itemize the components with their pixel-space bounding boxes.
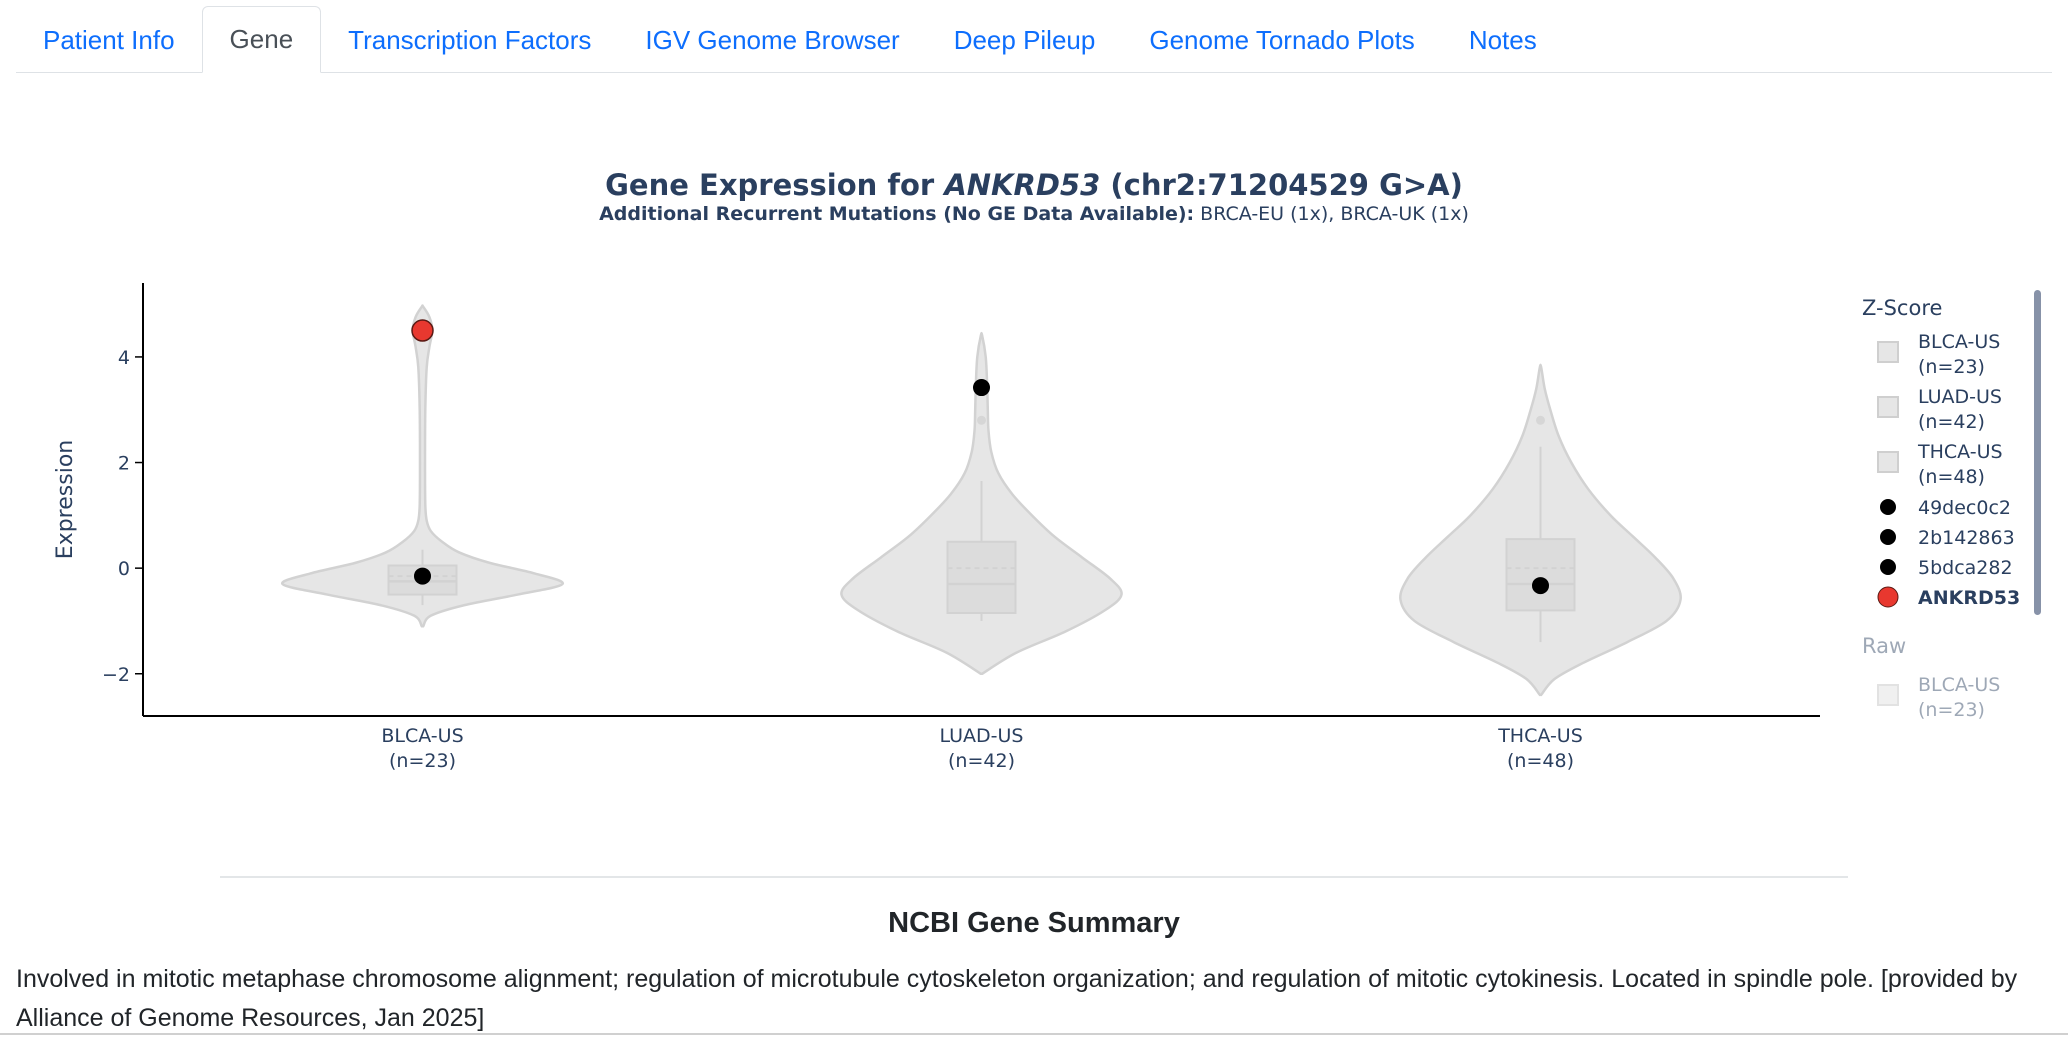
tab-gene[interactable]: Gene <box>201 6 322 73</box>
legend-label: LUAD-US <box>1918 386 2002 408</box>
x-tick-label: LUAD-US <box>940 725 1024 747</box>
legend-scrollbar[interactable] <box>2034 290 2041 615</box>
point-2b142863 <box>973 379 990 397</box>
legend-box-swatch <box>1877 684 1899 706</box>
section-divider <box>220 876 1848 878</box>
chart-title-gene: ANKRD53 <box>942 168 1100 202</box>
legend-dot-swatch <box>1880 529 1896 545</box>
legend-label: THCA-US <box>1917 441 2003 463</box>
legend-label: (n=23) <box>1918 699 1985 721</box>
x-tick-label: THCA-US <box>1497 725 1583 747</box>
y-tick-label: −2 <box>102 664 130 686</box>
y-tick-label: 0 <box>118 558 130 580</box>
chart-title-suffix: (chr2:71204529 G>A) <box>1100 168 1463 202</box>
legend-title: Z-Score <box>1862 296 1942 320</box>
legend-label: (n=42) <box>1918 411 1985 433</box>
chart-subtitle-bold: Additional Recurrent Mutations (No GE Da… <box>599 203 1194 225</box>
legend-label: 49dec0c2 <box>1918 497 2011 519</box>
legend-label: (n=48) <box>1918 466 1985 488</box>
summary-text: Involved in mitotic metaphase chromosome… <box>16 965 2018 1032</box>
violin-blca-us <box>281 304 564 628</box>
tab-transcription-factors[interactable]: Transcription Factors <box>348 25 592 55</box>
chart-subtitle-rest: BRCA-EU (1x), BRCA-UK (1x) <box>1194 203 1469 225</box>
point-ankrd53 <box>411 319 434 342</box>
legend-label: BLCA-US <box>1918 674 2000 696</box>
legend-box-swatch <box>1877 396 1899 418</box>
violin-luad-us <box>840 331 1123 676</box>
legend-label: 2b142863 <box>1918 527 2015 549</box>
gene-expression-chart: Gene Expression for ANKRD53 (chr2:712045… <box>53 168 2041 772</box>
point-5bdca282 <box>1532 577 1549 595</box>
violin-outlier <box>977 415 986 425</box>
legend-label: ANKRD53 <box>1918 587 2020 609</box>
chart-subtitle: Additional Recurrent Mutations (No GE Da… <box>599 203 1469 225</box>
violin-shape <box>281 304 564 628</box>
summary-title: NCBI Gene Summary <box>888 907 1180 939</box>
x-tick-count: (n=42) <box>948 750 1015 772</box>
y-axis-title: Expression <box>53 440 78 559</box>
legend-box-swatch <box>1877 341 1899 363</box>
y-tick-label: 2 <box>118 453 130 475</box>
tab-bar: Patient Info Gene Transcription Factors IGV… <box>16 0 2052 73</box>
chart-title: Gene Expression for ANKRD53 (chr2:712045… <box>605 168 1463 202</box>
x-tick-count: (n=48) <box>1507 750 1574 772</box>
violin-box <box>1505 538 1576 612</box>
x-tick-count: (n=23) <box>389 750 456 772</box>
x-tick-label: BLCA-US <box>381 725 463 747</box>
point-49dec0c2 <box>414 567 431 585</box>
tab-genome-tornado-plots[interactable]: Genome Tornado Plots <box>1149 25 1415 55</box>
tab-deep-pileup[interactable]: Deep Pileup <box>953 25 1096 55</box>
y-tick-label: 4 <box>118 347 130 369</box>
legend-dot-swatch <box>1880 499 1896 515</box>
plot-area: −2 0 2 4 Expression BLCA-US (n=23) LUAD-US (n=42… <box>53 283 1820 772</box>
legend-group2-title: Raw <box>1862 634 1906 658</box>
tab-notes[interactable]: Notes <box>1468 25 1537 55</box>
violin-box <box>946 540 1017 615</box>
chart-title-prefix: Gene Expression for <box>605 168 944 202</box>
legend: Z-Score BLCA-US (n=23) LUAD-US (n=42) THCA-US… <box>1862 290 2041 721</box>
tab-igv-genome-browser[interactable]: IGV Genome Browser <box>645 25 900 55</box>
violin-thca-us <box>1399 363 1682 697</box>
legend-dot-swatch <box>1877 586 1899 608</box>
legend-label: (n=23) <box>1918 356 1985 378</box>
page-bottom-border <box>0 1033 2068 1035</box>
legend-box-swatch <box>1877 451 1899 473</box>
violin-box <box>387 564 458 596</box>
legend-dot-swatch <box>1880 559 1896 575</box>
legend-label: 5bdca282 <box>1918 557 2013 579</box>
legend-label: BLCA-US <box>1918 331 2000 353</box>
tab-patient-info[interactable]: Patient Info <box>43 25 175 55</box>
violin-outlier <box>1536 415 1545 425</box>
